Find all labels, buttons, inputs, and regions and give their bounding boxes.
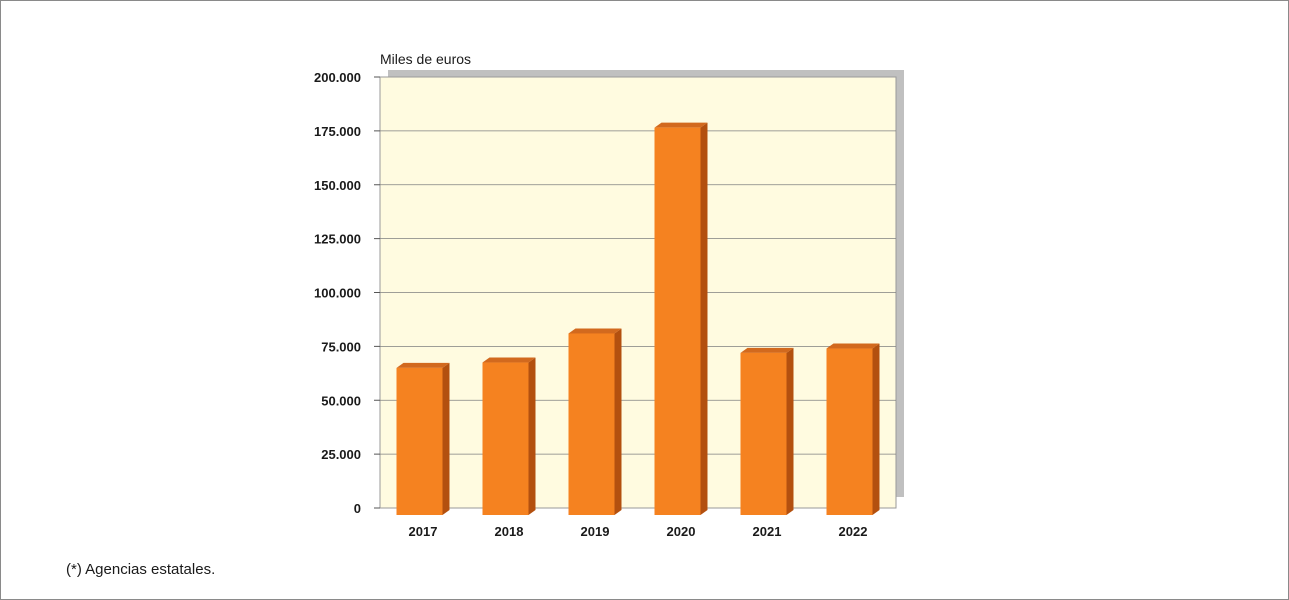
y-tick-label: 25.000	[321, 447, 361, 462]
y-axis-ticks: 0 25.000 50.000 75.000 100.000 125.000 150.000…	[314, 70, 380, 516]
bar-side	[786, 347, 794, 515]
y-tick-label: 125.000	[314, 232, 361, 247]
x-tick-label: 2020	[667, 524, 696, 539]
y-axis-unit-label: Miles de euros	[380, 51, 471, 67]
y-tick-label: 0	[354, 501, 361, 516]
bar-top	[740, 347, 794, 353]
y-tick-label: 200.000	[314, 70, 361, 85]
x-tick-label: 2018	[495, 524, 524, 539]
bar-2022	[826, 348, 873, 515]
bar-2020	[654, 127, 701, 515]
y-tick-label: 150.000	[314, 178, 361, 193]
bar-top	[654, 122, 708, 128]
bar-side	[614, 328, 622, 515]
y-tick-label: 75.000	[321, 339, 361, 354]
bar-side	[700, 122, 708, 515]
bar-top	[568, 328, 622, 334]
bar-top	[482, 357, 536, 363]
bar-2019	[568, 333, 615, 515]
gridlines	[380, 130, 896, 455]
x-tick-label: 2017	[409, 524, 438, 539]
bar-side	[872, 343, 880, 515]
x-tick-label: 2019	[581, 524, 610, 539]
bar-2018	[482, 362, 529, 515]
x-tick-label: 2021	[753, 524, 782, 539]
x-axis-ticks: 2017 2018 2019 2020 2021 2022	[409, 524, 868, 539]
bar-side	[528, 357, 536, 515]
bar-top	[826, 343, 880, 349]
bar-side	[442, 362, 450, 515]
bar-2017	[396, 367, 443, 515]
bars	[396, 122, 880, 515]
x-tick-label: 2022	[839, 524, 868, 539]
footnote: (*) Agencias estatales.	[66, 561, 216, 578]
y-tick-label: 175.000	[314, 124, 361, 139]
bar-2021	[740, 352, 787, 515]
y-tick-label: 50.000	[321, 393, 361, 408]
bar-top	[396, 362, 450, 368]
y-tick-label: 100.000	[314, 286, 361, 301]
